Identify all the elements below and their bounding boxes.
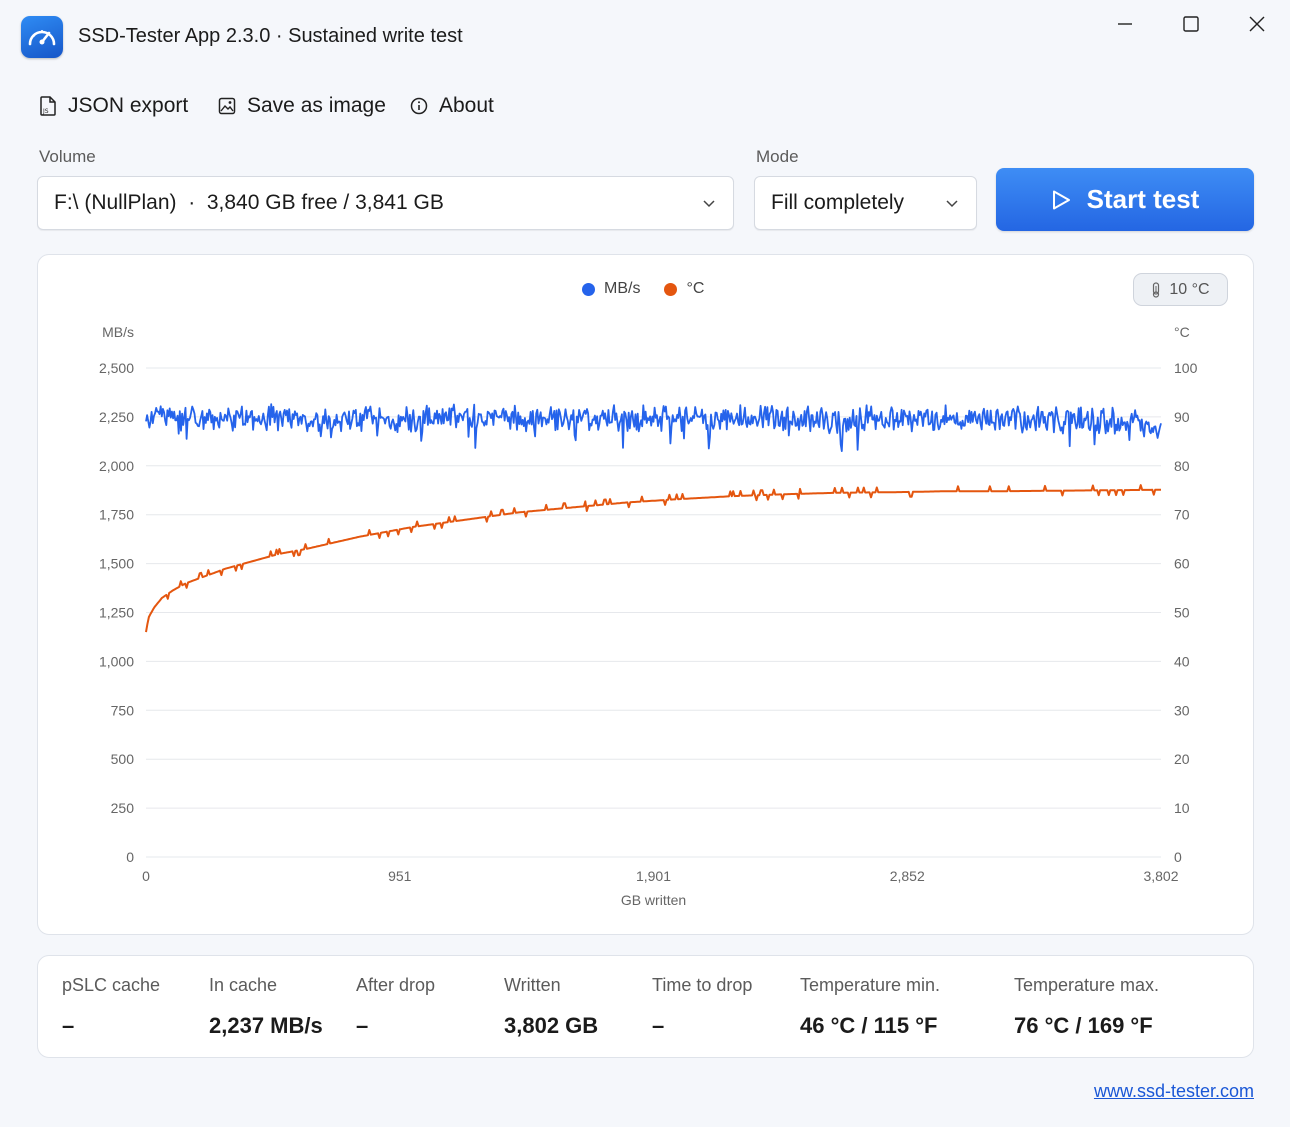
stat-label: Time to drop (652, 975, 753, 995)
maximize-icon (1183, 16, 1199, 32)
y-right-tick-label: 60 (1174, 556, 1190, 572)
y-left-unit: MB/s (102, 324, 134, 340)
y-left-tick-label: 2,250 (99, 409, 134, 425)
y-left-tick-label: 0 (126, 849, 134, 865)
legend-item-speed[interactable]: MB/s (582, 280, 640, 298)
legend-swatch-temp (664, 282, 678, 296)
stat-in-cache: In cache 2,237 MB/s (209, 975, 323, 1039)
y-left-tick-label: 500 (111, 751, 135, 767)
about-label: About (439, 94, 494, 117)
x-tick-label: 1,901 (636, 868, 671, 884)
y-left-tick-label: 1,250 (99, 605, 134, 621)
title-bar: SSD-Tester App 2.3.0 · Sustained write t… (0, 0, 1290, 76)
series-line-speed (145, 403, 1162, 452)
play-icon (1052, 190, 1070, 209)
y-right-tick-label: 20 (1174, 751, 1190, 767)
save-image-button[interactable]: Save as image (217, 90, 386, 122)
y-left-tick-label: 750 (111, 702, 135, 718)
chart-legend: MB/s °C (582, 280, 728, 298)
y-right-tick-label: 50 (1174, 605, 1190, 621)
minimize-icon (1118, 23, 1132, 25)
maximize-button[interactable] (1168, 8, 1214, 40)
mode-value: Fill completely (771, 191, 905, 214)
y-left-tick-label: 1,750 (99, 507, 134, 523)
mode-select[interactable]: Fill completely (754, 176, 977, 230)
legend-item-temp[interactable]: °C (664, 280, 704, 298)
stat-label: After drop (356, 975, 436, 995)
y-left-tick-label: 2,000 (99, 458, 134, 474)
y-right-tick-label: 40 (1174, 653, 1190, 669)
stats-card (37, 955, 1254, 1058)
series-line-temperature (145, 484, 1161, 633)
json-export-label: JSON export (68, 94, 189, 117)
temp-chip-label: 10 °C (1169, 280, 1210, 298)
legend-swatch-speed (582, 282, 595, 296)
x-tick-label: 3,802 (1143, 868, 1178, 884)
json-file-icon: JS (38, 96, 58, 116)
svg-text:JS: JS (42, 108, 49, 115)
json-export-button[interactable]: JS JSON export (38, 90, 188, 122)
stat-written: Written 3,802 GB (504, 975, 598, 1039)
y-right-tick-label: 30 (1174, 702, 1190, 718)
stat-after-drop: After drop – (356, 975, 435, 1039)
stat-pslc-cache: pSLC cache – (62, 975, 160, 1039)
stat-temp-min: Temperature min. 46 °C / 115 °F (800, 975, 940, 1039)
chevron-down-icon (946, 200, 958, 208)
minimize-button[interactable] (1102, 8, 1148, 40)
stat-value: – (62, 1013, 75, 1038)
temperature-toggle[interactable]: 10 °C (1133, 273, 1228, 306)
app-speedometer-icon (21, 16, 63, 58)
stat-value: 2,237 MB/s (209, 1013, 323, 1038)
info-icon (409, 96, 429, 116)
x-tick-label: 951 (388, 868, 412, 884)
stat-value: – (652, 1013, 665, 1038)
y-right-tick-label: 90 (1174, 409, 1190, 425)
stat-label: In cache (209, 975, 278, 995)
volume-select[interactable]: F:\ (NullPlan) · 3,840 GB free / 3,841 G… (37, 176, 734, 230)
save-image-label: Save as image (247, 94, 386, 117)
stat-label: Temperature min. (800, 975, 941, 995)
stat-value: 3,802 GB (504, 1013, 599, 1038)
y-left-tick-label: 2,500 (99, 360, 134, 376)
y-left-tick-label: 1,000 (99, 653, 134, 669)
mode-label: Mode (756, 147, 799, 166)
stat-temp-max: Temperature max. 76 °C / 169 °F (1014, 975, 1159, 1039)
stat-label: pSLC cache (62, 975, 161, 995)
volume-label: Volume (39, 147, 96, 166)
legend-label-speed: MB/s (604, 280, 641, 297)
y-right-tick-label: 70 (1174, 507, 1190, 523)
y-right-tick-label: 10 (1174, 800, 1190, 816)
y-right-tick-label: 100 (1174, 360, 1198, 376)
stat-label: Written (504, 975, 561, 995)
start-test-button[interactable]: Start test (996, 168, 1254, 231)
y-right-tick-label: 80 (1174, 458, 1190, 474)
image-icon (217, 96, 237, 116)
close-button[interactable] (1234, 8, 1280, 40)
stat-value: 46 °C / 115 °F (800, 1013, 938, 1038)
y-right-unit: °C (1174, 324, 1190, 340)
y-left-tick-label: 250 (111, 800, 135, 816)
stat-value: 76 °C / 169 °F (1014, 1013, 1153, 1038)
website-link[interactable]: www.ssd-tester.com (1093, 1081, 1254, 1101)
x-tick-label: 2,852 (890, 868, 925, 884)
window-title: SSD-Tester App 2.3.0 · Sustained write t… (78, 25, 463, 47)
volume-value: F:\ (NullPlan) · 3,840 GB free / 3,841 G… (54, 191, 444, 214)
thermometer-icon (1153, 281, 1160, 298)
stat-label: Temperature max. (1014, 975, 1160, 995)
x-tick-label: 0 (142, 868, 150, 884)
start-test-label: Start test (1086, 184, 1200, 214)
x-axis-label: GB written (621, 892, 686, 908)
stat-value: – (356, 1013, 369, 1038)
y-right-tick-label: 0 (1174, 849, 1182, 865)
about-button[interactable]: About (409, 90, 494, 122)
close-icon (1249, 16, 1265, 32)
stat-time-to-drop: Time to drop – (652, 975, 752, 1039)
y-left-tick-label: 1,500 (99, 556, 134, 572)
legend-label-temp: °C (686, 280, 705, 297)
chevron-down-icon (703, 200, 715, 208)
